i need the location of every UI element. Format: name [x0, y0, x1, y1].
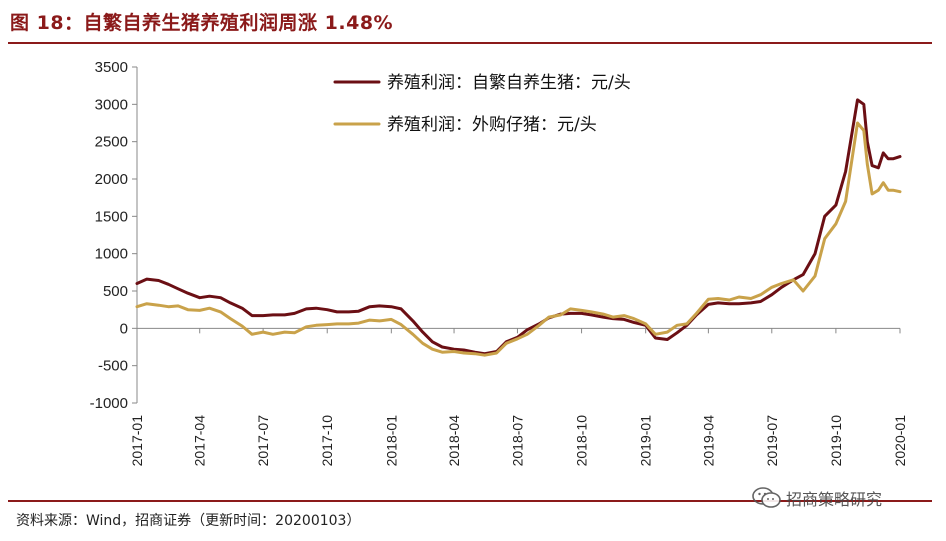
y-tick-label: 1500 [95, 208, 128, 225]
x-tick-label: 2018-07 [509, 415, 525, 467]
x-tick-label: 2019-04 [700, 415, 716, 467]
y-tick-label: -500 [98, 358, 128, 375]
series-line-self-bred [135, 98, 902, 356]
y-tick-label: 1000 [95, 246, 128, 263]
y-tick-label: 0 [120, 320, 128, 337]
y-tick-label: 2000 [95, 171, 128, 188]
source-note: 资料来源：Wind，招商证券（更新时间：20200103） [16, 513, 361, 529]
x-tick-label: 2020-01 [892, 415, 908, 467]
x-tick-label: 2017-07 [255, 415, 271, 467]
x-tick-label: 2018-10 [574, 415, 590, 467]
y-tick-label: 500 [103, 283, 128, 300]
footer-divider [8, 500, 932, 502]
y-tick-label: 3500 [95, 59, 128, 76]
watermark-text: 招商策略研究 [786, 490, 883, 509]
x-tick-label: 2018-04 [446, 415, 462, 467]
x-tick-label: 2019-01 [638, 415, 654, 467]
legend-label: 养殖利润：外购仔猪：元/头 [387, 115, 597, 135]
title-divider [8, 42, 932, 44]
x-tick-label: 2017-04 [192, 415, 208, 467]
y-tick-label: 2500 [95, 134, 128, 151]
y-tick-label: 3000 [95, 96, 128, 113]
y-tick-label: -1000 [90, 395, 128, 412]
x-tick-label: 2017-01 [129, 415, 145, 467]
wechat-icon [752, 487, 781, 508]
x-tick-label: 2018-01 [383, 415, 399, 467]
x-tick-label: 2019-10 [828, 415, 844, 467]
x-tick-label: 2019-07 [764, 415, 780, 467]
x-tick-label: 2017-10 [319, 415, 335, 467]
series-line-purchased-piglet [135, 121, 902, 357]
watermark: 招商策略研究 [752, 486, 882, 510]
chart-title: 图 18：自繁自养生猪养殖利润周涨 1.48% [10, 12, 394, 34]
profit-line-chart: 3500300025002000150010005000-500-1000201… [90, 59, 908, 467]
legend-label: 养殖利润：自繁自养生猪：元/头 [387, 73, 631, 93]
